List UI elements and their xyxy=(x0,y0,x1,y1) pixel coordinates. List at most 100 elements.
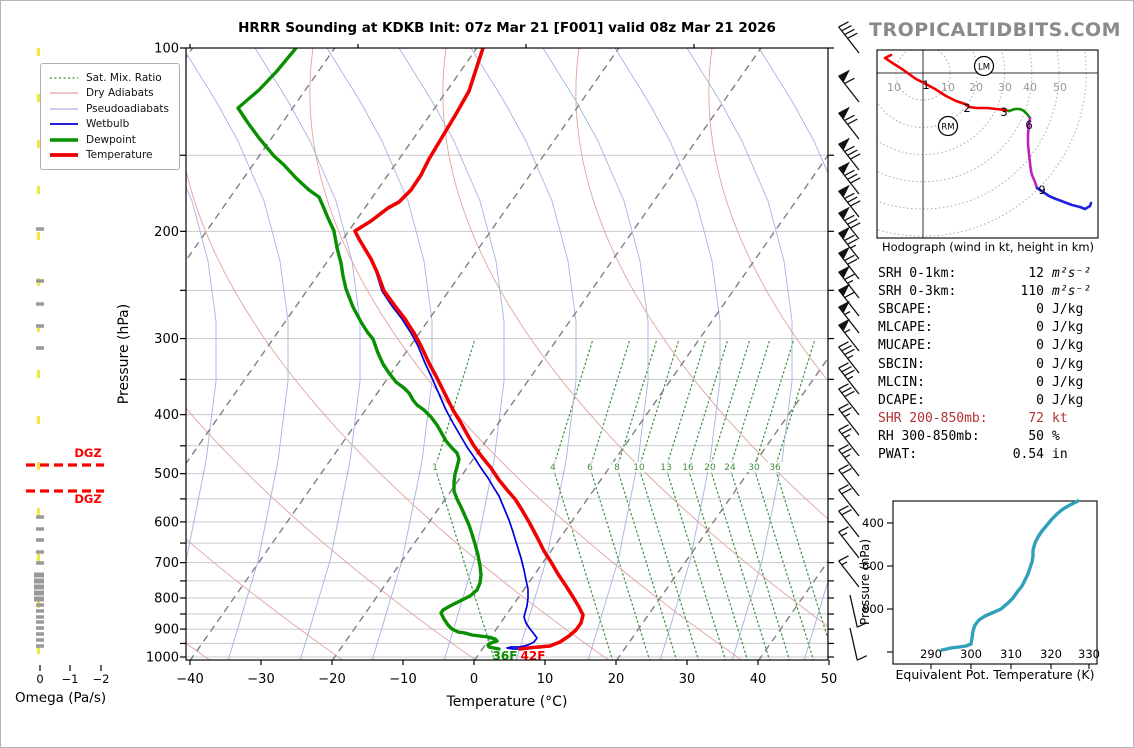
svg-text:310: 310 xyxy=(1000,647,1022,661)
svg-text:−20: −20 xyxy=(318,672,345,687)
svg-text:−1: −1 xyxy=(62,672,79,686)
legend-label: Dry Adiabats xyxy=(86,87,154,100)
svg-text:−40: −40 xyxy=(176,672,203,687)
legend: Sat. Mix. Ratio Dry Adiabats Pseudoadiabat… xyxy=(40,63,180,170)
hodograph-ring-labels: 10 10 20 30 40 50 xyxy=(887,81,1067,94)
omega-axis: 0 −1 −2 Omega (Pa/s) xyxy=(15,48,109,706)
svg-text:10: 10 xyxy=(941,81,955,94)
svg-text:0: 0 xyxy=(470,672,478,687)
svg-text:10: 10 xyxy=(887,81,901,94)
svg-text:30: 30 xyxy=(998,81,1012,94)
stat-label: MUCAPE: xyxy=(878,338,933,354)
stat-value: 0 xyxy=(1036,392,1044,408)
stat-value: 72 xyxy=(1028,411,1044,427)
dgz-markers: DGZ DGZ xyxy=(26,446,104,506)
stat-unit: J/kg xyxy=(1052,338,1084,354)
svg-text:6: 6 xyxy=(1025,118,1032,132)
legend-line-sample xyxy=(50,153,78,158)
svg-text:4: 4 xyxy=(550,463,556,473)
svg-text:Pressure (hPa): Pressure (hPa) xyxy=(858,539,872,625)
stat-row-dcape: DCAPE: 0 J/kg xyxy=(878,391,1110,409)
legend-label: Wetbulb xyxy=(86,118,130,131)
stat-value: 0 xyxy=(1036,320,1044,336)
stat-value: 12 xyxy=(1028,265,1044,281)
stat-value: 110 xyxy=(1020,283,1044,299)
wind-barbs xyxy=(838,21,868,661)
stat-unit: m²s⁻² xyxy=(1052,283,1092,299)
svg-text:20: 20 xyxy=(704,463,716,473)
legend-item-dewpoint: Dewpoint xyxy=(49,132,171,148)
skewt-background: 1 4 6 8 10 13 16 20 24 30 36 xyxy=(186,48,828,660)
stat-row-mlcape: MLCAPE: 0 J/kg xyxy=(878,319,1110,337)
svg-text:1: 1 xyxy=(922,78,929,92)
svg-text:100: 100 xyxy=(154,42,179,57)
svg-text:9: 9 xyxy=(1038,183,1045,197)
svg-text:50: 50 xyxy=(1053,81,1067,94)
svg-text:20: 20 xyxy=(608,672,625,687)
stat-label: PWAT: xyxy=(878,447,918,463)
hodograph-height-labels: 1 2 3 6 9 xyxy=(922,78,1045,197)
stat-unit: kt xyxy=(1052,411,1068,427)
stat-label: SBCIN: xyxy=(878,356,925,372)
isotherms xyxy=(186,48,828,660)
legend-label: Sat. Mix. Ratio xyxy=(86,71,162,84)
stat-value: 0 xyxy=(1036,338,1044,354)
stat-value: 50 xyxy=(1028,429,1044,445)
stat-row-mlcin: MLCIN: 0 J/kg xyxy=(878,373,1110,391)
svg-text:50: 50 xyxy=(821,672,838,687)
svg-text:800: 800 xyxy=(154,591,179,606)
svg-text:600: 600 xyxy=(862,559,884,573)
stat-row-sbcape: SBCAPE: 0 J/kg xyxy=(878,300,1110,318)
svg-text:8: 8 xyxy=(614,463,620,473)
legend-item-dry-adiabats: Dry Adiabats xyxy=(49,86,171,102)
stat-unit: J/kg xyxy=(1052,320,1084,336)
stat-unit: J/kg xyxy=(1052,374,1084,390)
svg-text:−10: −10 xyxy=(389,672,416,687)
stat-label: SBCAPE: xyxy=(878,301,933,317)
stat-unit: % xyxy=(1052,429,1060,445)
svg-text:600: 600 xyxy=(154,515,179,530)
svg-text:LM: LM xyxy=(978,63,990,73)
svg-text:DGZ: DGZ xyxy=(74,446,101,460)
stat-row-srh-0-1km: SRH 0-1km: 12 m²s⁻² xyxy=(878,264,1110,282)
legend-label: Pseudoadiabats xyxy=(86,102,169,115)
svg-text:Equivalent Pot. Temperature (K: Equivalent Pot. Temperature (K) xyxy=(896,667,1095,682)
legend-label: Dewpoint xyxy=(86,133,136,146)
hodograph-trace xyxy=(883,53,1093,211)
sounding-traces xyxy=(236,48,585,651)
theta-e-curve xyxy=(940,499,1080,652)
legend-line-sample xyxy=(50,123,78,126)
page-title: HRRR Sounding at KDKB Init: 07z Mar 21 [… xyxy=(238,20,776,36)
svg-text:500: 500 xyxy=(154,467,179,482)
svg-text:Omega (Pa/s): Omega (Pa/s) xyxy=(15,690,106,706)
legend-item-sat-mix-ratio: Sat. Mix. Ratio xyxy=(49,70,171,86)
pseudoadiabats xyxy=(186,48,828,660)
stat-unit: in xyxy=(1052,447,1068,463)
svg-text:16: 16 xyxy=(682,463,694,473)
stat-row-mucape: MUCAPE: 0 J/kg xyxy=(878,337,1110,355)
svg-text:Pressure (hPa): Pressure (hPa) xyxy=(116,304,132,404)
svg-text:13: 13 xyxy=(660,463,671,473)
stat-unit: J/kg xyxy=(1052,356,1084,372)
svg-text:290: 290 xyxy=(920,647,942,661)
x-axis-ticks: −40 −30 −20 −10 0 10 20 30 40 50 xyxy=(176,44,837,687)
stat-unit: J/kg xyxy=(1052,301,1084,317)
svg-text:10: 10 xyxy=(537,672,554,687)
svg-text:300: 300 xyxy=(960,647,982,661)
stat-label: MLCIN: xyxy=(878,374,925,390)
stat-row-srh-0-3km: SRH 0-3km: 110 m²s⁻² xyxy=(878,282,1110,300)
stat-label: SHR 200-850mb: xyxy=(878,411,988,427)
svg-text:6: 6 xyxy=(587,463,593,473)
svg-text:36F: 36F xyxy=(493,649,518,663)
stat-value: 0 xyxy=(1036,356,1044,372)
hodograph-caption: Hodograph (wind in kt, height in km) xyxy=(881,240,1095,254)
legend-line-sample xyxy=(50,92,78,94)
storm-motion-markers: LM RM xyxy=(937,55,995,137)
svg-text:20: 20 xyxy=(969,81,983,94)
svg-text:900: 900 xyxy=(154,623,179,638)
pressure-gridlines xyxy=(186,154,828,658)
pressure-ticks: 100 200 300 400 500 600 700 800 900 1000 xyxy=(146,42,834,666)
svg-text:42F: 42F xyxy=(521,649,546,663)
stat-label: MLCAPE: xyxy=(878,320,933,336)
